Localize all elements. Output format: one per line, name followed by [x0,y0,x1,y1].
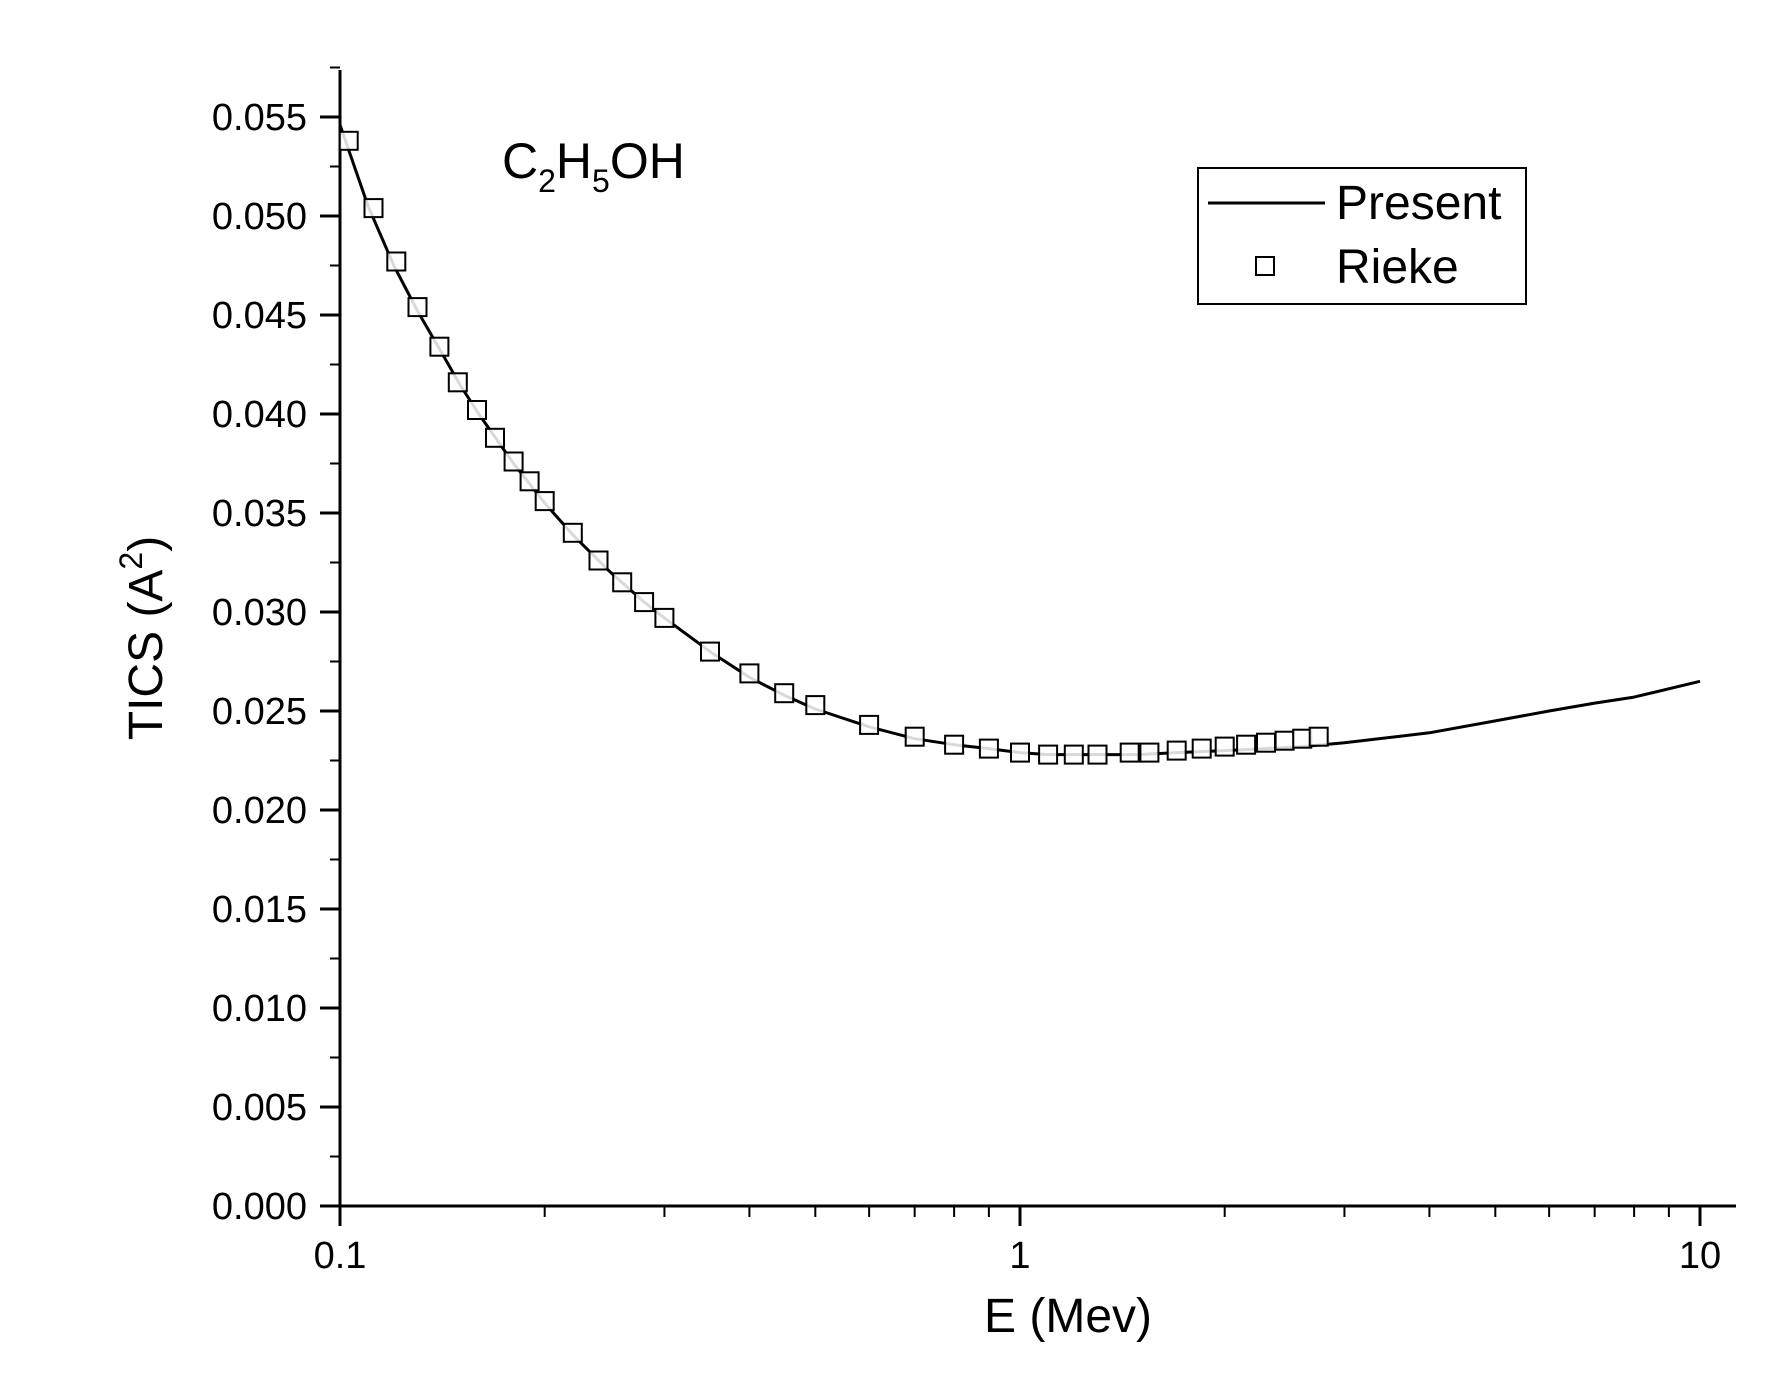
data-point-rieke [739,663,760,684]
y-tick-label: 0.035 [212,493,307,535]
legend-label-rieke: Rieke [1336,241,1459,294]
y-tick-label: 0.050 [212,196,307,238]
data-point-rieke [1038,744,1059,765]
annotation-oh: OH [610,133,685,189]
y-tick-label: 0.020 [212,790,307,832]
data-point-rieke [363,198,384,219]
x-tick-label: 0.1 [314,1235,367,1277]
data-point-rieke [1292,728,1313,749]
y-tick-label: 0.005 [212,1087,307,1129]
y-axis-title: TICS (A2) [113,536,173,740]
annotation-sub-2: 2 [538,163,556,199]
legend-label-present: Present [1336,177,1501,230]
compound-annotation: C2H5OH [502,133,685,199]
y-tick-label: 0.015 [212,889,307,931]
y-tick-label: 0.055 [212,97,307,139]
data-point-rieke [978,738,999,759]
data-point-rieke [1139,742,1160,763]
data-point-rieke [904,726,925,747]
data-point-rieke [503,451,524,472]
data-point-rieke [634,592,655,613]
data-point-rieke [1087,744,1108,765]
data-point-rieke [534,491,555,512]
data-point-rieke [654,607,675,628]
data-point-rieke [774,683,795,704]
data-point-rieke [944,734,965,755]
y-tick-label: 0.025 [212,691,307,733]
data-point-rieke [1214,736,1235,757]
data-point-rieke [805,695,826,716]
legend: Present Rieke [1197,167,1527,305]
data-point-rieke [1256,732,1276,753]
y-tick-label: 0.045 [212,295,307,337]
data-point-rieke [1063,744,1084,765]
data-point-rieke [1119,742,1140,763]
data-point-rieke [447,372,468,393]
y-tick-label: 0.010 [212,988,307,1030]
y-tick-label: 0.040 [212,394,307,436]
data-point-rieke [519,471,540,492]
data-point-rieke [1166,740,1187,761]
y-minor-ticks [330,66,340,1158]
legend-box [1197,167,1527,305]
data-point-rieke [859,714,880,735]
data-point-rieke [1274,730,1295,751]
y-axis-title-main: TICS (A [120,570,173,741]
annotation-h: H [556,133,592,189]
x-tick-label: 10 [1679,1235,1721,1277]
data-point-rieke [612,572,633,593]
annotation-c: C [502,133,538,189]
data-point-rieke [386,251,407,272]
x-axis-title: E (Mev) [984,1290,1152,1343]
annotation-sub-5: 5 [592,163,610,199]
data-point-rieke [562,522,583,543]
data-point-rieke [700,641,720,662]
plot-series [338,124,1701,765]
data-point-rieke [1010,742,1030,763]
y-tick-label: 0.030 [212,592,307,634]
data-point-rieke [467,400,487,420]
data-point-rieke [429,336,450,357]
y-axis-title-sup: 2 [113,552,149,570]
data-point-rieke [338,130,359,151]
data-point-rieke [1191,738,1212,759]
y-axis-title-close: ) [120,536,173,552]
legend-marker-rieke [1255,256,1275,276]
data-point-rieke [588,550,609,571]
y-major-ticks: 0.000 0.005 0.010 0.015 0.020 0.025 0.030 0.035… [212,97,340,1228]
y-tick-label: 0.000 [212,1186,307,1228]
data-point-rieke [1308,726,1329,747]
x-tick-label: 1 [1009,1235,1030,1277]
data-point-rieke [1236,734,1257,755]
data-point-rieke [407,297,428,318]
data-point-rieke [485,427,505,448]
x-ticks: 0.1 1 10 [314,1206,1721,1277]
